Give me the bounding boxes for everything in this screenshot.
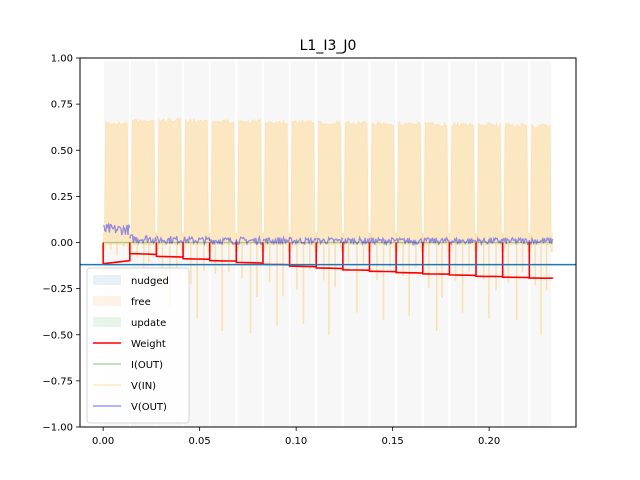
vout-line — [395, 236, 424, 247]
vin-band — [156, 117, 184, 253]
weight-line — [102, 242, 554, 279]
legend-label: update — [131, 318, 166, 329]
legend-label: I(OUT) — [131, 360, 163, 371]
y-tick-label: −0.75 — [42, 376, 73, 387]
vout-series — [102, 222, 554, 247]
vin-band — [315, 119, 344, 253]
vin-band — [449, 121, 477, 253]
vin-band — [528, 122, 553, 253]
x-tick-label: 0.15 — [382, 436, 404, 447]
y-tick-label: −0.25 — [42, 284, 73, 295]
vout-line — [449, 236, 477, 246]
y-tick-label: 0.50 — [51, 146, 73, 157]
y-axis: 1.00 0.75 0.50 0.25 0.00 −0.25 −0.50 −0.75 −1.00 — [42, 54, 80, 434]
y-tick-label: 1.00 — [51, 54, 73, 65]
legend-label: V(OUT) — [131, 402, 167, 413]
vout-line — [342, 235, 371, 247]
vin-band — [209, 118, 237, 253]
vin-band — [395, 121, 424, 253]
vout-line — [129, 234, 158, 245]
y-tick-label: 0.25 — [51, 192, 73, 203]
legend-swatch — [93, 296, 121, 306]
vin-series — [102, 117, 553, 335]
vin-band — [342, 120, 370, 253]
y-tick-label: −1.00 — [42, 423, 73, 434]
legend: nudged free update Weight I(OUT) V(IN) V(OUT) — [86, 267, 190, 424]
legend-label: free — [131, 297, 151, 308]
vin-band — [475, 121, 503, 253]
vout-line — [475, 235, 504, 247]
vin-band — [129, 118, 157, 253]
vout-line — [262, 235, 291, 246]
legend-swatch — [93, 317, 121, 327]
vin-band — [422, 121, 450, 253]
legend-label: V(IN) — [131, 381, 156, 392]
vout-line — [289, 236, 317, 246]
vin-band — [236, 118, 264, 253]
vout-line — [315, 235, 344, 246]
y-tick-label: −0.50 — [42, 330, 73, 341]
vout-line — [182, 234, 211, 247]
legend-label: Weight — [131, 339, 166, 350]
legend-label: nudged — [131, 276, 169, 287]
vout-line — [102, 222, 131, 236]
vout-line — [502, 236, 530, 246]
legend-swatch — [93, 275, 121, 285]
vout-line — [235, 234, 264, 246]
x-tick-label: 0.20 — [478, 436, 500, 447]
vout-line — [422, 236, 450, 247]
vin-band — [502, 122, 530, 253]
vin-band — [182, 117, 210, 253]
plot-area — [79, 57, 577, 428]
vout-line — [528, 236, 554, 246]
x-tick-label: 0.10 — [285, 436, 307, 447]
vout-line — [156, 235, 184, 246]
vout-line — [209, 236, 237, 246]
vin-band — [289, 119, 317, 253]
legend-box — [86, 267, 190, 424]
y-tick-label: 0.75 — [51, 100, 73, 111]
vout-line — [369, 236, 397, 247]
cycle-bands — [104, 60, 552, 427]
y-tick-label: 0.00 — [51, 238, 73, 249]
vin-band — [369, 120, 397, 253]
vin-band — [262, 119, 290, 253]
weight-series — [102, 242, 554, 279]
x-tick-label: 0.00 — [92, 436, 114, 447]
chart-title: L1_I3_J0 — [300, 38, 357, 54]
x-axis: 0.00 0.05 0.10 0.15 0.20 — [92, 427, 500, 447]
x-tick-label: 0.05 — [189, 436, 211, 447]
